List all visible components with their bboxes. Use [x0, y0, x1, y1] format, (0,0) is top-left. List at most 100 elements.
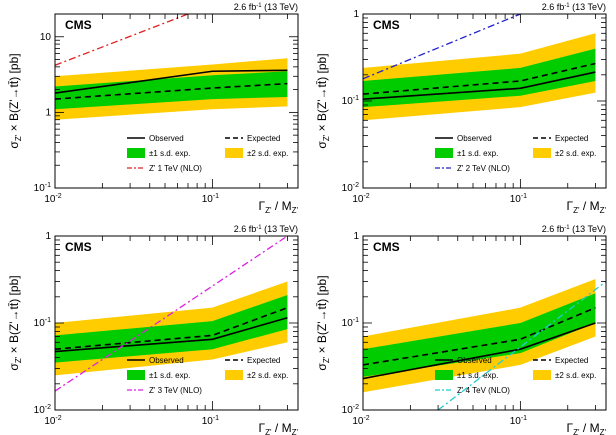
- lumi-energy: (13 TeV): [262, 2, 298, 12]
- y-tick-base: 1: [45, 231, 51, 242]
- x-tick-base: 10: [202, 194, 214, 205]
- legend-band-2sd-marker: [533, 148, 551, 158]
- x-title-mass: / M: [580, 199, 600, 213]
- lumi-sup: -1: [256, 3, 262, 9]
- theory-line: [437, 280, 606, 410]
- lumi-value: 2.6 fb: [234, 2, 257, 12]
- legend-band-2sd: ±2 s.d. exp.: [533, 148, 596, 158]
- x-title-gamma: Γ: [259, 421, 266, 435]
- legend-band-2sd-label: ±2 s.d. exp.: [555, 371, 596, 380]
- legend-expected: Expected: [225, 356, 280, 365]
- legend-expected-label: Expected: [555, 134, 588, 143]
- x-axis-title: ΓZ' / MZ': [259, 199, 299, 215]
- lumi-label: 2.6 fb-1 (13 TeV): [542, 2, 606, 12]
- y-tick-base: 1: [353, 231, 359, 242]
- y-tick-label: 1: [353, 9, 359, 20]
- plot-frame: [54, 13, 299, 189]
- legend-band-2sd: ±2 s.d. exp.: [533, 370, 596, 380]
- legend-expected: Expected: [533, 134, 588, 143]
- x-title-gamma: Γ: [567, 199, 574, 213]
- y-title-rest: × B(Z'→tt̄) [pb]: [315, 275, 329, 356]
- y-tick-label: 10-2: [34, 404, 51, 416]
- legend-band-2sd-marker: [225, 148, 243, 158]
- x-title-gamma: Γ: [567, 421, 574, 435]
- x-title-mass: / M: [272, 199, 292, 213]
- y-tick-exp: -2: [45, 404, 51, 411]
- y-axis-title: σZ' × B(Z'→tt̄) [pb]: [7, 275, 23, 370]
- legend-observed-label: Observed: [149, 356, 184, 365]
- y-tick-exp: -2: [353, 182, 359, 189]
- lumi-sup: -1: [564, 3, 570, 9]
- cms-label: CMS: [373, 18, 400, 32]
- x-tick-base: 10: [352, 416, 364, 427]
- x-title-sub-2: Z': [600, 428, 607, 435]
- legend-observed: Observed: [435, 134, 492, 143]
- y-title-rest: × B(Z'→tt̄) [pb]: [315, 53, 329, 134]
- legend-observed-label: Observed: [457, 356, 492, 365]
- x-tick-label: 10-1: [510, 193, 527, 205]
- legend-band-1sd: ±1 s.d. exp.: [127, 370, 190, 380]
- y-tick-label: 10-1: [342, 95, 359, 107]
- theory-line: [55, 14, 189, 66]
- y-tick-label: 10-1: [34, 317, 51, 329]
- y-title-sigma: σ: [315, 363, 329, 371]
- y-title-sub: Z': [322, 134, 331, 141]
- x-tick-label: 10-1: [510, 415, 527, 427]
- y-tick-label: 10: [40, 32, 52, 43]
- legend-band-2sd-marker: [533, 370, 551, 380]
- legend-band-2sd-marker: [225, 370, 243, 380]
- cms-label: CMS: [373, 240, 400, 254]
- lumi-energy: (13 TeV): [570, 224, 606, 234]
- legend: Observed Expected ±1 s.d. exp. ±2 s.d. exp.…: [127, 134, 288, 173]
- band-1sd: [55, 294, 288, 363]
- x-title-sub-1: Z': [265, 206, 272, 215]
- x-title-mass: / M: [580, 421, 600, 435]
- legend-theory-label: Z' 2 TeV (NLO): [457, 164, 510, 173]
- legend-band-1sd-label: ±1 s.d. exp.: [457, 371, 498, 380]
- plot-area: [55, 236, 288, 392]
- y-tick-base: 10: [34, 318, 46, 329]
- legend-band-1sd-marker: [127, 148, 145, 158]
- x-title-sub-2: Z': [292, 428, 299, 435]
- y-tick-label: 1: [353, 231, 359, 242]
- y-title-sub: Z': [14, 356, 23, 363]
- x-title-sub-2: Z': [292, 206, 299, 215]
- y-tick-base: 1: [45, 107, 51, 118]
- y-title-rest: × B(Z'→tt̄) [pb]: [7, 275, 21, 356]
- y-tick-base: 10: [342, 96, 354, 107]
- plot-area: [363, 279, 606, 410]
- expected-line: [363, 306, 596, 366]
- legend-observed: Observed: [127, 134, 184, 143]
- expected-line: [363, 62, 596, 95]
- legend-band-2sd-label: ±2 s.d. exp.: [247, 149, 288, 158]
- legend-band-1sd-label: ±1 s.d. exp.: [149, 371, 190, 380]
- expected-line: [55, 82, 288, 100]
- legend-band-1sd-label: ±1 s.d. exp.: [457, 149, 498, 158]
- legend-band-2sd-label: ±2 s.d. exp.: [247, 371, 288, 380]
- legend-theory: Z' 4 TeV (NLO): [435, 386, 510, 395]
- legend-expected-label: Expected: [555, 356, 588, 365]
- x-tick-label: 10-2: [352, 415, 369, 427]
- theory-line: [363, 14, 521, 80]
- y-title-rest: × B(Z'→tt̄) [pb]: [7, 53, 21, 134]
- y-tick-label: 10-1: [34, 182, 51, 194]
- cms-label: CMS: [65, 240, 92, 254]
- legend-band-1sd: ±1 s.d. exp.: [435, 370, 498, 380]
- x-title-sub-2: Z': [600, 206, 607, 215]
- legend-band-1sd: ±1 s.d. exp.: [435, 148, 498, 158]
- legend: Observed Expected ±1 s.d. exp. ±2 s.d. exp.…: [435, 134, 596, 173]
- lumi-value: 2.6 fb: [542, 224, 565, 234]
- y-tick-exp: -2: [353, 404, 359, 411]
- plot-area: [55, 14, 288, 120]
- x-tick-base: 10: [202, 416, 214, 427]
- legend-theory-label: Z' 1 TeV (NLO): [149, 164, 202, 173]
- y-axis-title: σZ' × B(Z'→tt̄) [pb]: [7, 53, 23, 148]
- legend: Observed Expected ±1 s.d. exp. ±2 s.d. exp.…: [127, 356, 288, 395]
- x-title-mass: / M: [272, 421, 292, 435]
- x-tick-label: 10-2: [44, 193, 61, 205]
- legend-band-2sd: ±2 s.d. exp.: [225, 148, 288, 158]
- legend-theory: Z' 2 TeV (NLO): [435, 164, 510, 173]
